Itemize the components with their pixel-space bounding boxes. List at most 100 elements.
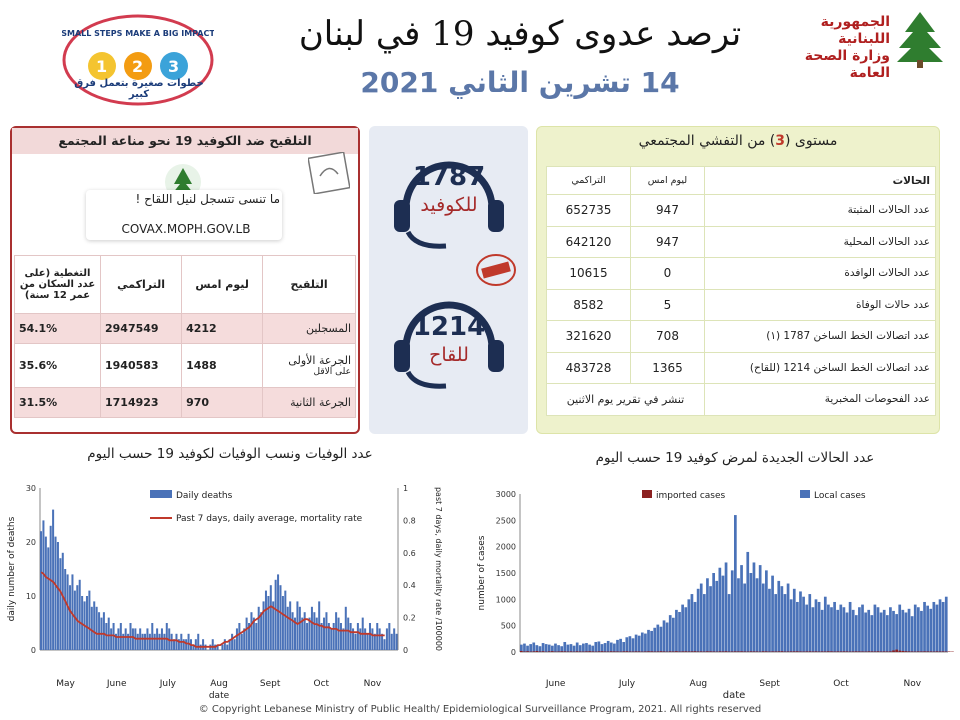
- local-cases-bar: [882, 609, 886, 652]
- local-cases-bar: [796, 601, 799, 652]
- imported-cases-bar: [867, 651, 871, 652]
- local-cases-bar: [541, 643, 545, 652]
- imported-cases-bar: [662, 651, 666, 652]
- local-cases-bar: [873, 604, 877, 652]
- imported-cases-bar: [904, 651, 908, 652]
- local-cases-bar: [808, 594, 812, 652]
- death-bar: [47, 547, 50, 650]
- local-cases-bar: [935, 604, 939, 652]
- death-bar: [320, 623, 323, 650]
- y2-tick-label: 1: [403, 484, 408, 493]
- death-bar: [291, 612, 294, 650]
- imported-cases-bar: [532, 651, 536, 652]
- local-cases-bar: [547, 644, 551, 652]
- death-bar: [274, 579, 277, 650]
- death-bar: [371, 628, 374, 650]
- death-bar: [40, 531, 43, 650]
- death-bar: [296, 601, 299, 650]
- local-cases-bar: [749, 573, 753, 652]
- death-bar: [323, 617, 326, 650]
- legend-swatch-imported: [642, 490, 652, 498]
- imported-cases-bar: [842, 651, 846, 652]
- death-bar: [252, 617, 255, 650]
- imported-cases-bar: [671, 651, 675, 652]
- local-cases-bar: [854, 615, 858, 652]
- local-cases-bar: [631, 638, 635, 652]
- death-bar: [185, 639, 188, 650]
- imported-cases-bar: [761, 651, 765, 652]
- local-cases-bar: [916, 607, 920, 652]
- local-cases-bar: [944, 596, 948, 652]
- row-yesterday: 947: [630, 225, 705, 258]
- local-cases-bar: [786, 583, 790, 652]
- death-bar: [59, 558, 62, 650]
- month-label: Sept: [759, 679, 780, 689]
- imported-cases-bar: [836, 651, 840, 652]
- covax-link[interactable]: COVAX.MOPH.GOV.LB: [121, 222, 251, 236]
- local-cases-bar: [659, 626, 663, 652]
- month-label: July: [159, 679, 177, 689]
- imported-cases-bar: [820, 651, 824, 652]
- death-bar: [279, 585, 282, 650]
- imported-cases-bar: [681, 651, 684, 652]
- imported-cases-bar: [901, 650, 905, 652]
- row-cumulative: 2947549: [99, 313, 183, 344]
- y2-tick-label: 0.8: [403, 516, 416, 525]
- local-cases-bar: [913, 604, 917, 652]
- month-label: June: [106, 679, 127, 689]
- death-bar: [44, 536, 47, 650]
- imported-cases-bar: [920, 651, 923, 652]
- month-label: Nov: [904, 679, 922, 689]
- local-cases-bar: [907, 608, 911, 652]
- table-row: الجرعة الأولى على الاقل 1488 1940583 35.…: [14, 343, 356, 388]
- cases-chart-title: عدد الحالات الجديدة لمرض كوفيد 19 حسب ال…: [595, 450, 875, 466]
- y2-tick-label: 0.6: [403, 549, 416, 558]
- death-bar: [376, 623, 379, 650]
- imported-cases-bar: [734, 651, 737, 652]
- imported-cases-bar: [808, 651, 812, 652]
- local-cases-bar: [575, 642, 579, 652]
- local-cases-bar: [842, 607, 846, 652]
- local-cases-bar: [817, 601, 821, 652]
- col-vaccination: التلقيح: [262, 255, 356, 314]
- imported-cases-bar: [690, 651, 694, 652]
- local-cases-bar: [892, 610, 895, 652]
- small-steps-badge-icon: 1 2 3 SMALL STEPS MAKE A BIG IMPACT: [62, 14, 214, 106]
- imported-cases-bar: [765, 651, 768, 652]
- imported-cases-bar: [777, 651, 781, 652]
- death-bar: [233, 639, 236, 650]
- local-cases-bar: [535, 645, 539, 652]
- death-bar: [78, 579, 81, 650]
- table-row: الجرعة الثانية 970 1714923 31.5%: [14, 387, 356, 418]
- death-bar: [366, 633, 369, 650]
- local-cases-bar: [656, 624, 660, 652]
- vaccine-hotline-number: 1214: [412, 312, 486, 342]
- local-cases-bar: [755, 578, 759, 652]
- local-cases-bar: [712, 573, 715, 652]
- death-bar: [352, 628, 355, 650]
- row-label: الجرعة الثانية: [262, 387, 356, 418]
- legend-swatch-local: [800, 490, 810, 498]
- local-cases-bar: [879, 612, 883, 652]
- imported-cases-bar: [845, 651, 849, 652]
- ministry-line2: وزارة الصحة العامة: [804, 48, 890, 81]
- local-cases-bar: [789, 599, 793, 652]
- month-label: June: [545, 679, 566, 689]
- imported-cases-bar: [625, 651, 629, 652]
- death-bar: [335, 612, 338, 650]
- imported-cases-bar: [892, 650, 895, 652]
- death-bar: [76, 585, 79, 650]
- row-label: عدد اتصالات الخط الساخن 1787 (١): [704, 320, 936, 353]
- local-cases-bar: [662, 620, 666, 652]
- table-row: عدد الحالات الوافدة 0 10615: [546, 257, 936, 290]
- death-bar: [373, 633, 376, 650]
- local-cases-bar: [926, 605, 929, 652]
- imported-cases-bar: [830, 651, 833, 652]
- imported-cases-bar: [628, 651, 632, 652]
- imported-cases-bar: [870, 651, 874, 652]
- local-cases-bar: [771, 575, 774, 652]
- local-cases-bar: [836, 609, 840, 652]
- row-label: عدد الحالات الوافدة: [704, 257, 936, 290]
- death-bar: [228, 639, 231, 650]
- local-cases-bar: [671, 617, 675, 652]
